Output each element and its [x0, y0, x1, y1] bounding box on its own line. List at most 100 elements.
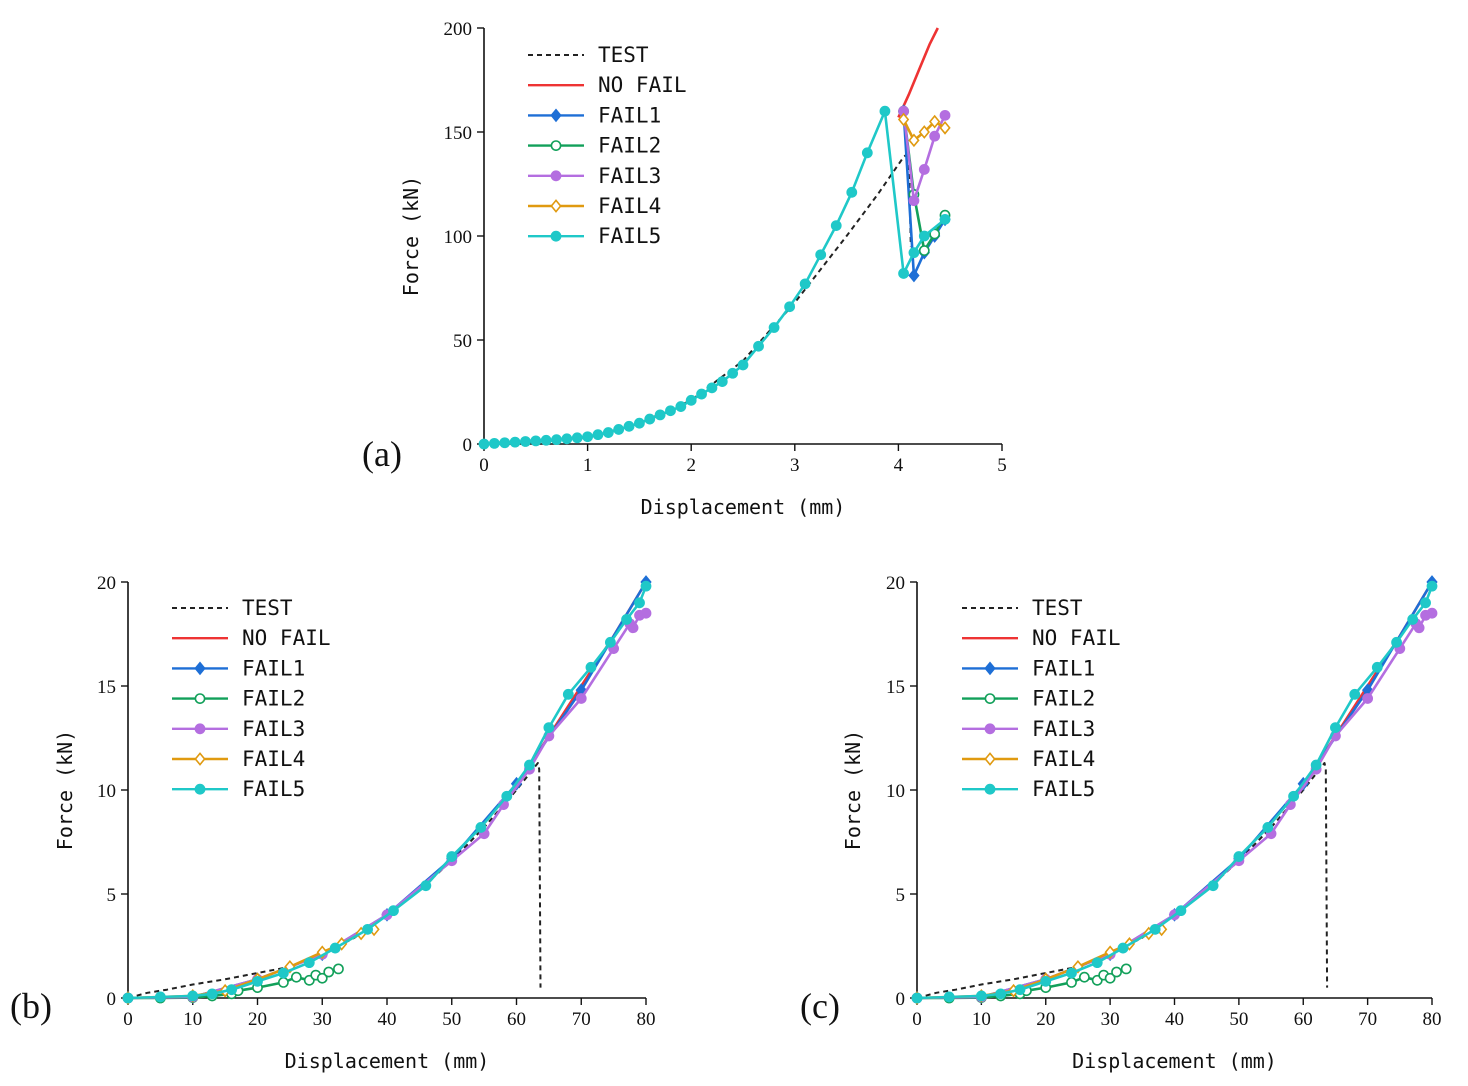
data-point [943, 991, 955, 1003]
chart-panel-b: 0 10 20 30 40 50 60 70 80 0 5 10 15 20 Displacement (m… [10, 573, 656, 1073]
legend-marker [194, 693, 206, 704]
y-axis-label: Force (kN) [841, 730, 865, 850]
data-point [362, 923, 373, 935]
data-point [727, 367, 739, 379]
data-point [540, 434, 552, 446]
data-point [499, 437, 511, 449]
data-point [706, 382, 718, 394]
x-tick-label: 10 [183, 1009, 202, 1030]
x-tick-label: 30 [1101, 1009, 1120, 1030]
x-tick-label: 60 [1294, 1009, 1313, 1030]
x-tick-label: 70 [1358, 1009, 1377, 1030]
data-point [634, 417, 645, 429]
data-point [252, 975, 263, 987]
data-point [488, 437, 500, 449]
data-point [623, 420, 635, 432]
y-tick-label: 5 [107, 885, 117, 906]
legend-label: FAIL5 [1032, 777, 1095, 801]
legend-marker [984, 723, 996, 735]
data-point [654, 409, 666, 421]
legend-marker [984, 693, 996, 704]
x-tick-label: 4 [894, 455, 904, 476]
legend-marker [550, 170, 562, 182]
data-point [634, 597, 645, 609]
data-point [1104, 972, 1116, 984]
data-point [604, 636, 616, 648]
legend-marker [194, 723, 206, 735]
series-fail5 [478, 105, 951, 450]
series-test [483, 151, 912, 445]
data-point [551, 434, 562, 446]
data-point [768, 322, 780, 333]
legend-label: FAIL5 [242, 777, 305, 801]
data-point [737, 359, 749, 371]
data-point [530, 435, 542, 447]
y-tick-label: 0 [463, 435, 473, 456]
data-point [1349, 688, 1361, 700]
data-point [561, 433, 573, 445]
data-point [543, 722, 555, 733]
series-fail4 [122, 922, 380, 1005]
legend: TEST NO FAIL FAIL1 FAIL2 FAIL3 FAIL4 FAIL5 [172, 596, 331, 801]
y-tick-label: 0 [107, 989, 117, 1010]
y-tick-label: 0 [896, 989, 906, 1010]
data-point [329, 942, 341, 954]
legend-marker [550, 230, 562, 242]
data-point [929, 114, 941, 129]
legend-label: FAIL1 [1032, 656, 1095, 680]
panel-label: (c) [800, 986, 840, 1026]
data-point [475, 822, 487, 833]
data-point [929, 130, 941, 142]
data-point [908, 268, 920, 283]
y-tick-label: 10 [97, 781, 116, 802]
y-axis-label: Force (kN) [53, 730, 77, 850]
data-point [918, 125, 930, 139]
legend-label: FAIL4 [598, 194, 661, 218]
data-point [908, 247, 920, 259]
y-tick-label: 5 [896, 885, 906, 906]
data-point [975, 990, 987, 1002]
data-point [524, 759, 535, 771]
data-point [621, 614, 632, 625]
data-point [1413, 622, 1425, 634]
data-point [753, 340, 764, 352]
legend-marker [194, 783, 206, 795]
data-point [1120, 963, 1132, 975]
data-point [303, 957, 315, 969]
data-point [1262, 822, 1274, 833]
legend: TEST NO FAIL FAIL1 FAIL2 FAIL3 FAIL4 FAIL5 [962, 596, 1121, 801]
data-point [716, 376, 728, 387]
series-line [127, 611, 647, 1000]
y-tick-label: 150 [444, 123, 473, 144]
legend-label: FAIL2 [242, 687, 305, 711]
legend-marker [550, 108, 562, 123]
series-line [916, 611, 1433, 1000]
y-axis-label: Force (kN) [399, 176, 423, 296]
legend-label: FAIL1 [598, 103, 661, 127]
legend: TEST NO FAIL FAIL1 FAIL2 FAIL3 FAIL4 FAIL5 [528, 43, 687, 248]
x-tick-label: 60 [507, 1009, 526, 1030]
data-point [911, 992, 923, 1004]
data-point [1104, 945, 1116, 960]
data-point [1426, 580, 1438, 592]
y-tick-label: 200 [444, 19, 473, 40]
data-point [187, 990, 199, 1002]
data-point [1072, 959, 1084, 974]
data-point [277, 967, 289, 979]
data-point [582, 431, 593, 443]
data-point [316, 945, 328, 960]
series-line [483, 109, 946, 446]
data-point [685, 394, 697, 406]
data-point [1040, 975, 1052, 987]
data-point [277, 977, 289, 988]
y-tick-label: 20 [886, 573, 905, 594]
legend-marker [550, 140, 562, 151]
legend-label: FAIL4 [242, 747, 305, 771]
data-point [640, 580, 652, 592]
data-point [1207, 880, 1219, 892]
data-point [478, 438, 490, 450]
x-tick-label: 50 [1229, 1009, 1248, 1030]
data-point [1371, 661, 1383, 673]
series-line [127, 762, 542, 999]
data-point [333, 963, 344, 975]
